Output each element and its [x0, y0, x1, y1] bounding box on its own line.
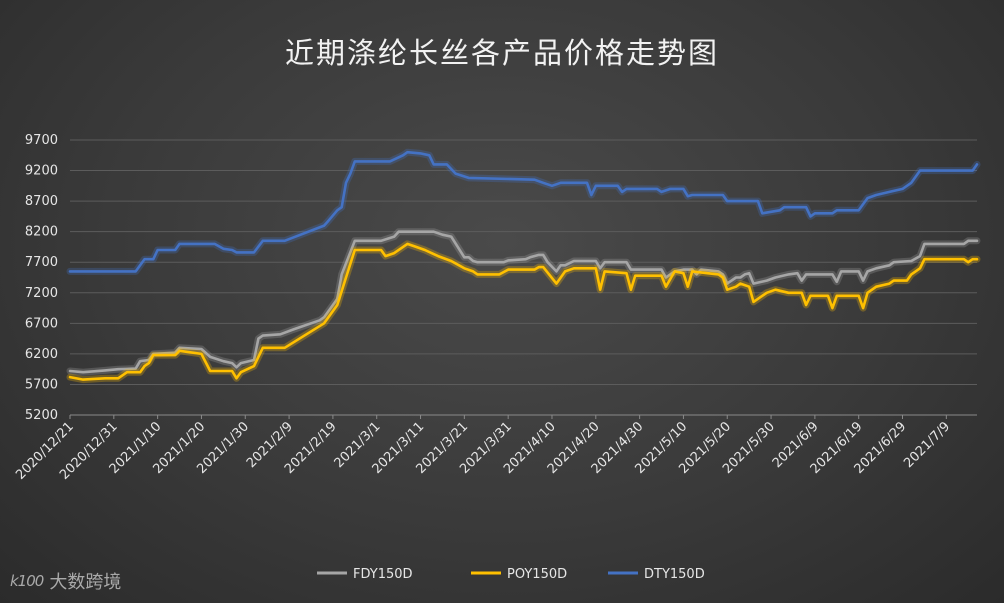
series-line-glow	[66, 240, 981, 384]
legend-label: FDY150D	[353, 567, 413, 582]
series-lines	[66, 148, 981, 384]
series-line-poy150d	[68, 242, 979, 381]
y-tick-label: 9200	[25, 164, 58, 179]
watermark: k100 大数跨境	[10, 568, 121, 594]
y-tick-label: 9700	[25, 133, 58, 148]
x-tick-label: 2021/7/9	[901, 419, 953, 471]
legend-label: POY150D	[507, 567, 567, 582]
x-axis-ticks: 2020/12/212020/12/312021/1/102021/1/2020…	[13, 415, 953, 483]
y-tick-label: 6700	[25, 316, 58, 331]
legend: FDY150D POY150D DTY150D	[317, 567, 705, 582]
y-tick-label: 8700	[25, 194, 58, 209]
y-tick-label: 7700	[25, 255, 58, 270]
grid-lines	[70, 139, 977, 416]
chart-title: 近期涤纶长丝各产品价格走势图	[284, 36, 719, 70]
y-tick-label: 5200	[25, 408, 58, 423]
y-tick-label: 7200	[25, 286, 58, 301]
watermark-logo: k100	[10, 572, 44, 590]
series-line-fdy150d	[68, 230, 979, 374]
watermark-text: 大数跨境	[49, 572, 122, 593]
y-tick-label: 5700	[25, 377, 58, 392]
series-line-dty150d	[68, 150, 979, 273]
y-tick-label: 8200	[25, 225, 58, 240]
y-tick-label: 6200	[25, 347, 58, 362]
legend-label: DTY150D	[644, 567, 705, 582]
series-line-glow	[66, 228, 981, 376]
y-axis-ticks: 5200 5700 6200 6700 7200 7700 8200 8700 9200 9700	[25, 133, 58, 423]
